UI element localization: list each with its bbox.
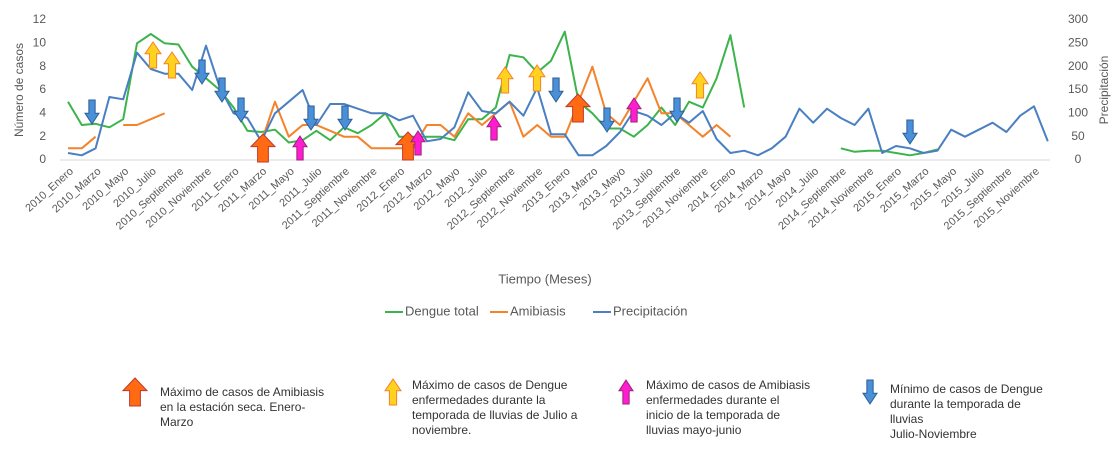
note-text: Máximo de casos de Amibiasis xyxy=(646,378,810,392)
annotation-arrow xyxy=(691,71,709,99)
y-tick-label: 4 xyxy=(39,106,46,120)
annotation-arrow xyxy=(194,59,210,85)
annotation-arrow xyxy=(337,105,353,131)
y-tick-label: 6 xyxy=(39,82,46,96)
annotation-arrow xyxy=(84,99,100,125)
annotation-arrow xyxy=(618,379,634,405)
annotation-arrow xyxy=(163,51,181,79)
y2-tick-label: 50 xyxy=(1071,129,1085,143)
note-text: temporada de lluvias de Julio a xyxy=(412,408,578,422)
annotation-arrow xyxy=(626,97,642,123)
y-tick-label: 8 xyxy=(39,59,46,73)
annotation-arrow xyxy=(496,66,514,94)
annotation-arrow xyxy=(410,130,426,156)
annotation-arrow xyxy=(233,97,249,123)
y2-tick-label: 0 xyxy=(1075,152,1082,166)
note-text: enfermedades durante el xyxy=(646,393,779,407)
annotation-arrow xyxy=(564,93,592,123)
note-text: Mínimo de casos de Dengue xyxy=(890,382,1043,396)
legend-label: Precipitación xyxy=(613,303,687,318)
y2-tick-label: 200 xyxy=(1068,59,1088,73)
note-text: lluvias mayo-junio xyxy=(646,423,742,437)
note-text: Julio-Noviembre xyxy=(890,427,977,441)
note-text: lluvias xyxy=(890,412,923,426)
y-tick-label: 12 xyxy=(33,12,47,26)
y2-tick-label: 250 xyxy=(1068,36,1088,50)
annotation-arrow xyxy=(669,97,685,123)
series-line xyxy=(67,44,1049,157)
y-tick-label: 10 xyxy=(33,36,47,50)
y2-tick-label: 150 xyxy=(1068,82,1088,96)
annotation-arrow xyxy=(528,64,546,92)
note-text: noviembre. xyxy=(412,423,471,437)
annotation-arrow xyxy=(599,107,615,133)
y-tick-label: 2 xyxy=(39,129,46,143)
annotation-arrow xyxy=(121,377,149,407)
note-text: Máximo de casos de Dengue xyxy=(412,378,568,392)
note-text: Máximo de casos de Amibiasis xyxy=(160,385,324,399)
note-text: durante la temporada de xyxy=(890,397,1021,411)
x-axis-title: Tiempo (Meses) xyxy=(498,271,591,286)
note-text: inicio de la temporada de xyxy=(646,408,780,422)
y2-tick-label: 300 xyxy=(1068,12,1088,26)
annotation-arrow xyxy=(292,135,308,161)
annotation-arrow xyxy=(303,105,319,131)
annotation-arrow xyxy=(384,378,402,406)
y2-axis-title: Precipitación xyxy=(1097,56,1111,125)
annotation-arrow xyxy=(249,133,277,163)
y-tick-label: 0 xyxy=(39,152,46,166)
note-text: en la estación seca. Enero- xyxy=(160,400,305,414)
y-axis-title: Número de casos xyxy=(12,43,26,137)
y2-tick-label: 100 xyxy=(1068,106,1088,120)
annotation-arrow xyxy=(144,41,162,69)
annotation-arrow xyxy=(548,77,564,103)
annotation-arrow xyxy=(862,379,878,405)
annotation-arrow xyxy=(902,119,918,145)
note-text: Marzo xyxy=(160,415,194,429)
note-text: enfermedades durante la xyxy=(412,393,546,407)
legend-label: Amibiasis xyxy=(510,303,566,318)
legend-label: Dengue total xyxy=(405,303,479,318)
annotation-arrow xyxy=(486,115,502,141)
annotation-arrow xyxy=(214,77,230,103)
